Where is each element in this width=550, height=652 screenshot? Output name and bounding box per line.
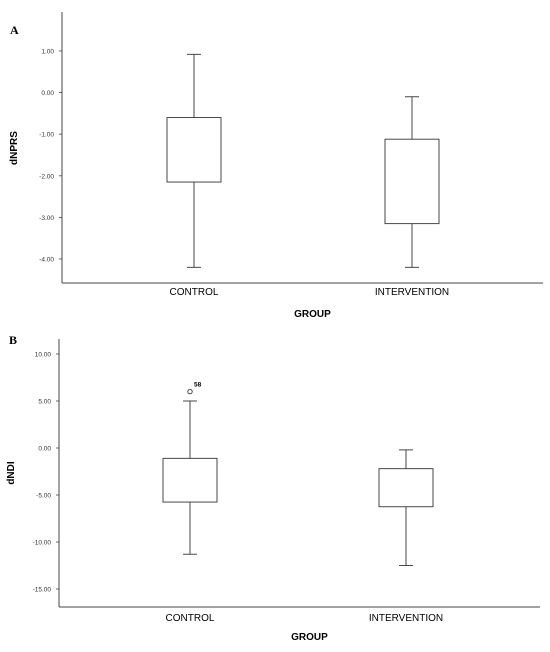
category-label: CONTROL bbox=[170, 287, 219, 298]
panel-label: A bbox=[10, 23, 19, 37]
panel-B: B 10.00 5.00 0.00 -5.00 -10.00 -15.00 dNDI GROUP… bbox=[6, 333, 540, 643]
category-label: INTERVENTION bbox=[375, 287, 449, 298]
box-iqr bbox=[162, 457, 218, 503]
box-iqr bbox=[378, 468, 434, 508]
y-tick-label: 10.00 bbox=[35, 352, 52, 359]
panel-label: B bbox=[9, 333, 17, 347]
y-tick-label: -3.00 bbox=[39, 215, 54, 222]
box-intervention bbox=[378, 449, 434, 566]
x-axis-title: GROUP bbox=[294, 309, 331, 320]
panel-A: A 1.00 0.00 -1.00 -2.00 -3.00 -4.00 dNPRS GROUP C… bbox=[9, 12, 543, 320]
category-label: CONTROL bbox=[166, 613, 215, 624]
y-tick-label: 0.00 bbox=[38, 446, 51, 453]
y-tick-label: 0.00 bbox=[41, 90, 54, 97]
y-tick-label: 5.00 bbox=[38, 399, 51, 406]
outlier-point bbox=[187, 388, 193, 395]
y-axis-title: dNPRS bbox=[9, 131, 20, 165]
y-tick-label: -10.00 bbox=[33, 540, 52, 547]
y-tick-label: -1.00 bbox=[39, 132, 54, 139]
y-axis-title: dNDI bbox=[6, 461, 17, 485]
x-axis-title: GROUP bbox=[291, 632, 328, 643]
y-tick-label: -15.00 bbox=[33, 587, 52, 594]
box-intervention bbox=[384, 96, 440, 268]
y-tick-label: -2.00 bbox=[39, 173, 54, 180]
category-label: INTERVENTION bbox=[369, 613, 443, 624]
y-tick-label: 1.00 bbox=[41, 49, 54, 56]
outlier-label: 58 bbox=[194, 382, 202, 389]
box-control bbox=[166, 53, 222, 268]
box-iqr bbox=[384, 138, 440, 225]
y-tick-label: -4.00 bbox=[39, 257, 54, 264]
box-control: 58 bbox=[162, 382, 218, 555]
y-tick-label: -5.00 bbox=[36, 493, 51, 500]
box-iqr bbox=[166, 117, 222, 183]
